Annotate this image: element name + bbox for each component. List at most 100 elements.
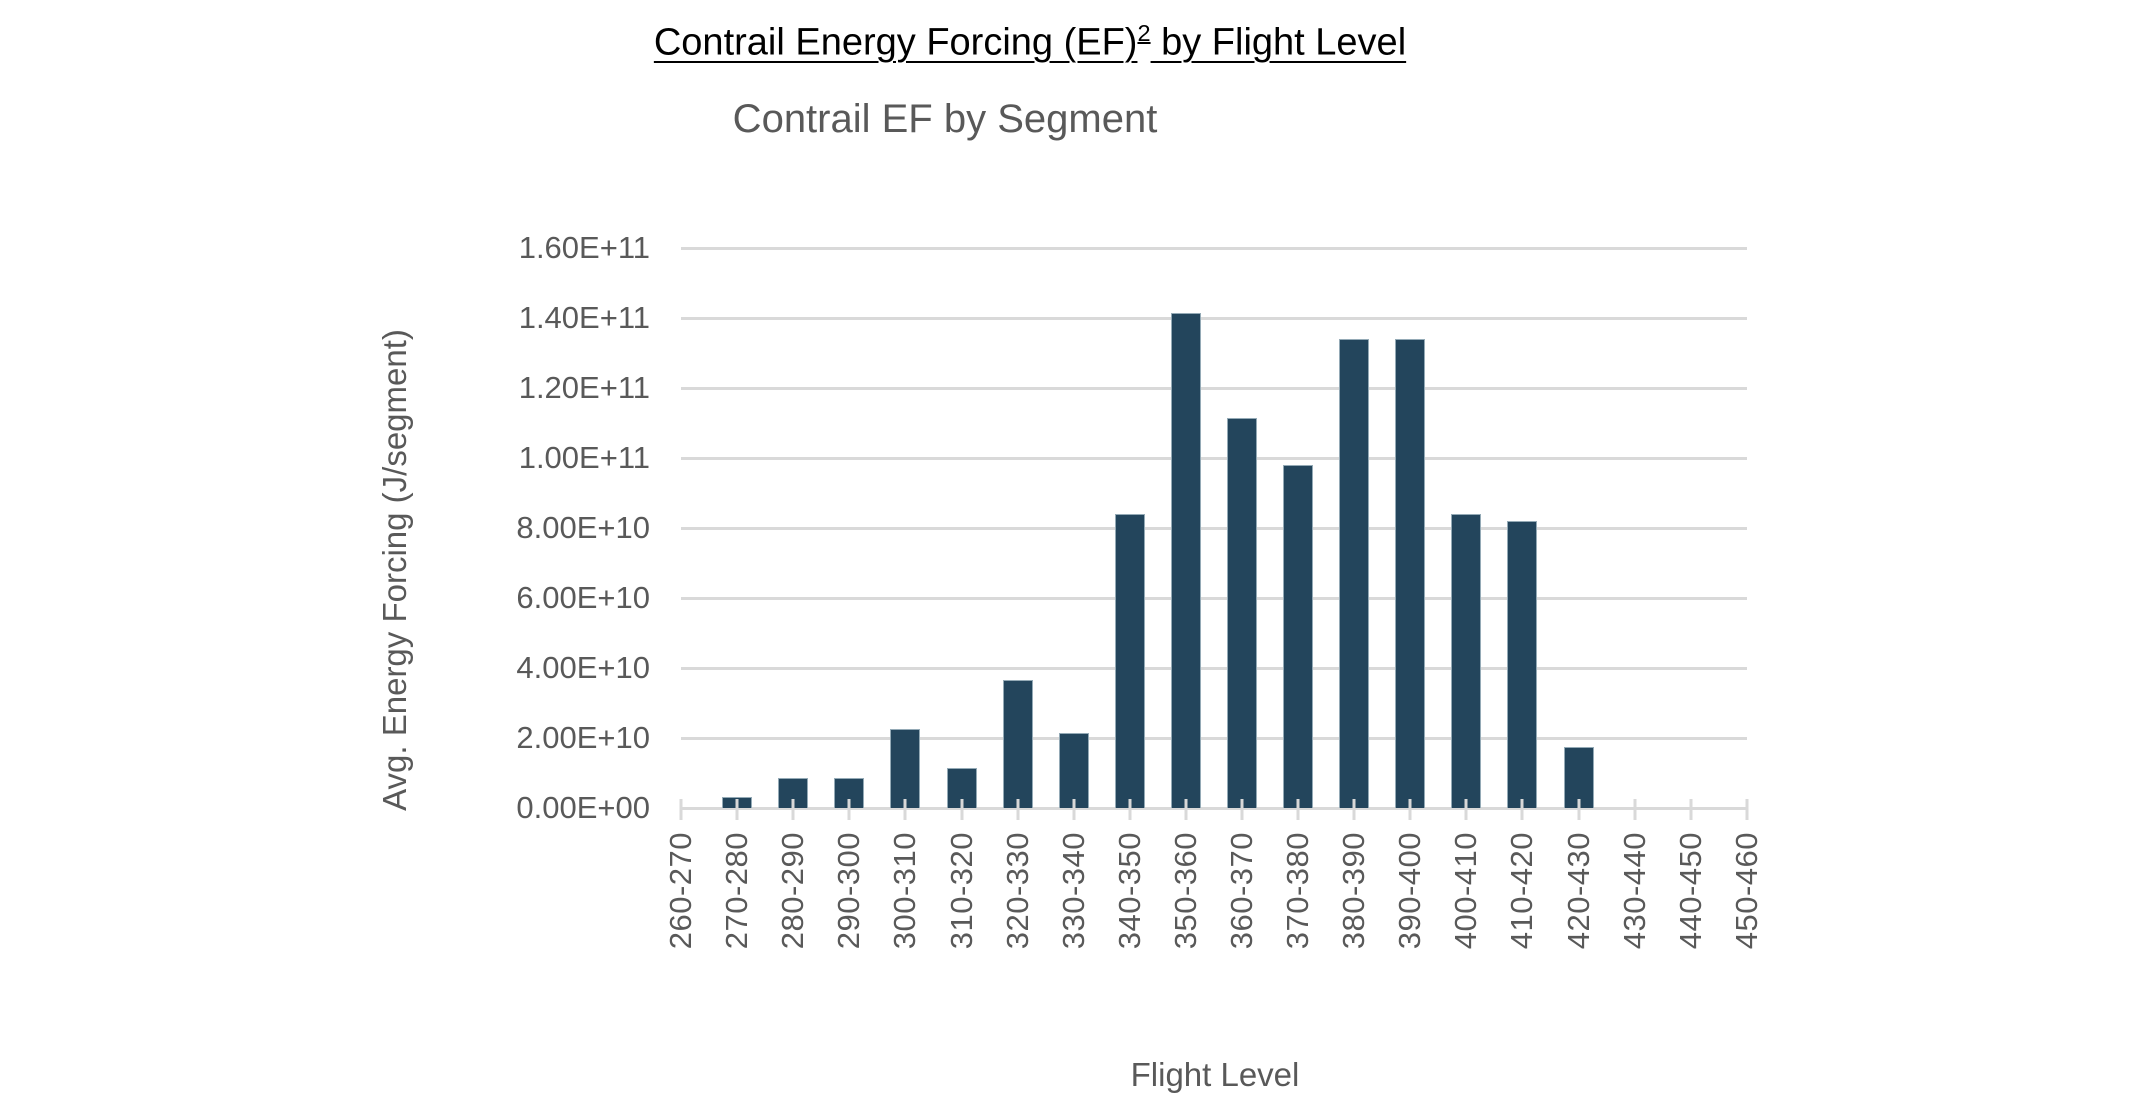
- y-tick-label: 6.00E+10: [516, 580, 650, 615]
- x-tick-label: 370-380: [1280, 832, 1316, 950]
- x-axis-tick: [1464, 799, 1468, 820]
- y-tick-label: 1.00E+11: [518, 440, 650, 475]
- x-axis-tick: [1128, 799, 1132, 820]
- x-tick-label: 290-300: [831, 832, 867, 950]
- x-tick-label: 310-320: [943, 832, 979, 950]
- x-axis-tick: [1520, 799, 1524, 820]
- category-slot: 370-380: [1270, 248, 1326, 949]
- category-slot: 450-460: [1719, 248, 1775, 949]
- document-title-rest: by Flight Level: [1150, 21, 1407, 64]
- gridlines-layer: [681, 247, 1747, 810]
- bar: [1058, 733, 1089, 808]
- category-slot: 400-410: [1438, 248, 1494, 949]
- x-tick-label: 380-390: [1336, 832, 1372, 950]
- category-slot: 260-270: [653, 248, 709, 949]
- x-tick-label: 450-460: [1728, 832, 1764, 950]
- gridline: [681, 597, 1747, 600]
- x-tick-label: 420-430: [1560, 832, 1596, 950]
- x-axis-tick: [1577, 799, 1581, 820]
- x-tick-label: 360-370: [1223, 832, 1259, 950]
- x-tick-label: 430-440: [1616, 832, 1652, 950]
- bar: [1339, 339, 1370, 808]
- category-slot: 360-370: [1214, 248, 1270, 949]
- bar: [1283, 465, 1314, 808]
- y-tick-label: 0.00E+00: [516, 790, 650, 825]
- y-tick-label: 4.00E+10: [516, 650, 650, 685]
- category-slot: 380-390: [1326, 248, 1382, 949]
- category-slot: 310-320: [933, 248, 989, 949]
- category-slot: 420-430: [1551, 248, 1607, 949]
- x-axis-tick: [1352, 799, 1356, 820]
- category-slot: 270-280: [709, 248, 765, 949]
- gridline: [681, 457, 1747, 460]
- gridline: [681, 667, 1747, 670]
- x-tick-label: 270-280: [719, 832, 755, 950]
- category-slot: 280-290: [765, 248, 821, 949]
- x-axis-tick: [1072, 799, 1076, 820]
- x-axis-tick: [847, 799, 851, 820]
- category-slot: 320-330: [990, 248, 1046, 949]
- bar: [1114, 514, 1145, 808]
- x-tick-label: 440-450: [1672, 832, 1708, 950]
- x-tick-label: 350-360: [1167, 832, 1203, 950]
- x-tick-label: 390-400: [1392, 832, 1428, 950]
- document-title-superscript: 2: [1137, 20, 1151, 46]
- gridline: [681, 737, 1747, 740]
- document-title: Contrail Energy Forcing (EF)2 by Flight …: [654, 20, 1406, 65]
- x-axis-tick: [903, 799, 907, 820]
- gridline: [681, 807, 1747, 810]
- bar: [1563, 747, 1594, 808]
- bar-series: 260-270 270-280 280-290 290-300 300-310 310-3…: [653, 248, 1775, 949]
- x-tick-label: 410-420: [1504, 832, 1540, 950]
- y-tick-label: 1.60E+11: [518, 230, 650, 265]
- x-axis-tick: [1016, 799, 1020, 820]
- gridline: [681, 387, 1747, 390]
- x-axis-tick: [1408, 799, 1412, 820]
- category-slot: 430-440: [1607, 248, 1663, 949]
- x-axis-tick: [960, 799, 964, 820]
- bar: [1451, 514, 1482, 808]
- category-slot: 330-340: [1046, 248, 1102, 949]
- bar: [1002, 680, 1033, 808]
- x-tick-label: 340-350: [1111, 832, 1147, 950]
- y-axis-title: Avg. Energy Forcing (J/segment): [376, 329, 413, 811]
- category-slot: 440-450: [1663, 248, 1719, 949]
- y-tick-label: 1.20E+11: [518, 370, 650, 405]
- bar: [1395, 339, 1426, 808]
- x-tick-label: 400-410: [1448, 832, 1484, 950]
- y-tick-label: 1.40E+11: [518, 300, 650, 335]
- x-axis-tick: [1633, 799, 1637, 820]
- category-slot: 390-400: [1382, 248, 1438, 949]
- bar: [1507, 521, 1538, 808]
- y-tick-label: 8.00E+10: [516, 510, 650, 545]
- category-slot: 340-350: [1102, 248, 1158, 949]
- x-tick-label: 280-290: [775, 832, 811, 950]
- category-slot: 290-300: [821, 248, 877, 949]
- category-slot: 410-420: [1494, 248, 1550, 949]
- x-axis-tick: [791, 799, 795, 820]
- plot-area: 260-270 270-280 280-290 290-300 300-310 310-3…: [653, 247, 1775, 1038]
- x-axis-tick: [1745, 799, 1749, 820]
- x-axis-tick: [1689, 799, 1693, 820]
- gridline: [681, 527, 1747, 530]
- x-tick-label: 320-330: [999, 832, 1035, 950]
- document-title-main: Contrail Energy Forcing (EF): [653, 21, 1138, 64]
- x-tick-label: 300-310: [887, 832, 923, 950]
- bar: [1170, 313, 1201, 808]
- x-axis-tick: [679, 799, 683, 820]
- y-tick-label: 2.00E+10: [516, 720, 650, 755]
- x-tick-label: 260-270: [663, 832, 699, 950]
- gridline: [681, 247, 1747, 250]
- bar: [1226, 418, 1257, 808]
- x-axis-tick: [1184, 799, 1188, 820]
- category-slot: 350-360: [1158, 248, 1214, 949]
- x-axis-tick: [735, 799, 739, 820]
- x-axis-tick: [1296, 799, 1300, 820]
- x-axis-tick: [1240, 799, 1244, 820]
- x-axis-title: Flight Level: [1130, 1056, 1300, 1093]
- gridline: [681, 317, 1747, 320]
- bar: [890, 729, 921, 808]
- category-slot: 300-310: [877, 248, 933, 949]
- chart-title: Contrail EF by Segment: [732, 97, 1158, 141]
- x-tick-label: 330-340: [1055, 832, 1091, 950]
